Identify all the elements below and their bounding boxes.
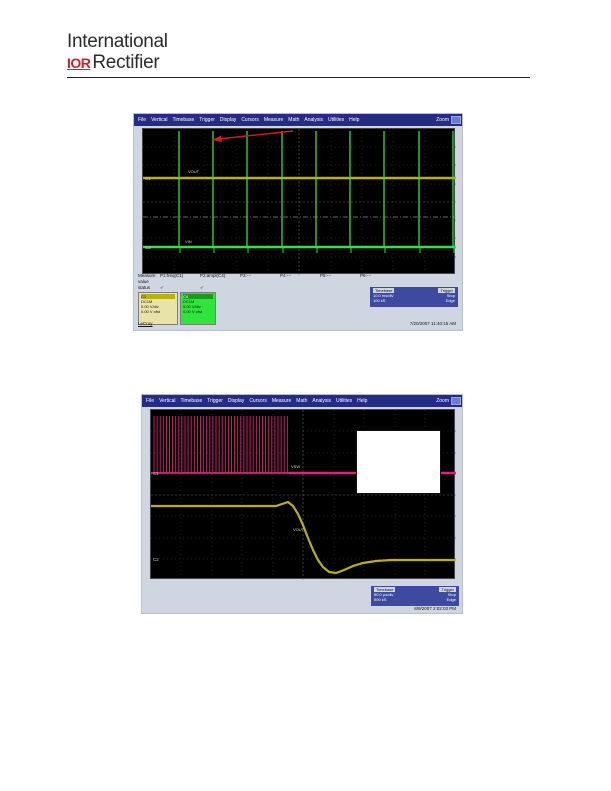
trace-ch2-spikes: [178, 131, 455, 253]
menu-math[interactable]: Math: [296, 398, 308, 404]
trace-label-vsw: VSW: [291, 464, 300, 469]
header-rule: [67, 77, 530, 78]
annotation-arrow: [212, 130, 294, 142]
logo-text-international: International: [67, 31, 168, 52]
scope-menubar-2: File Vertical Timebase Trigger Display C…: [142, 395, 462, 407]
menu-analysis[interactable]: Analysis: [304, 117, 324, 123]
zoom-button[interactable]: [451, 397, 461, 405]
zoom-label[interactable]: Zoom: [436, 398, 449, 404]
menu-timebase[interactable]: Timebase: [172, 117, 195, 123]
menu-trigger[interactable]: Trigger: [199, 117, 215, 123]
trace-ch2-yellow: [151, 500, 456, 575]
menu-display[interactable]: Display: [227, 398, 245, 404]
trace-label-vout: VOUT: [293, 527, 305, 532]
menu-help[interactable]: Help: [349, 117, 360, 123]
logo-text-rectifier: Rectifier: [92, 52, 160, 73]
timebase-trigger-box-1[interactable]: Timebase Trigger 10.0 ms/div Stop 100 kS…: [370, 287, 458, 307]
menu-measure[interactable]: Measure: [271, 398, 292, 404]
scope-waveforms-1: C1 C2 VOUT VIN: [143, 129, 456, 275]
lecroy-logo: LeCroy: [138, 321, 153, 326]
scope-waveforms-2: C1 C2 VSW VOUT: [151, 410, 456, 580]
menu-file[interactable]: File: [138, 117, 147, 123]
menu-analysis[interactable]: Analysis: [312, 398, 332, 404]
timestamp-1: 7/20/2007 11:40:15 AM: [409, 321, 456, 326]
timebase-trigger-box-2[interactable]: Timebase Trigger 50.0 µs/div Stop 500 kS…: [371, 586, 459, 606]
menu-trigger[interactable]: Trigger: [207, 398, 223, 404]
timestamp-2: 8/9/2007 2:02:03 PM: [414, 606, 456, 611]
menu-utilities[interactable]: Utilities: [336, 398, 353, 404]
menu-vertical[interactable]: Vertical: [151, 117, 168, 123]
measure-header-row: Measure P1:freq(C1) P2:ampl(C4) P3:--- P…: [138, 273, 372, 278]
ch2-marker: C2: [153, 557, 159, 562]
menu-measure[interactable]: Measure: [263, 117, 284, 123]
menu-file[interactable]: File: [146, 398, 155, 404]
scope-screenshot-1: File Vertical Timebase Trigger Display C…: [133, 113, 463, 331]
scope-menubar: File Vertical Timebase Trigger Display C…: [134, 114, 462, 126]
zoom-button[interactable]: [451, 116, 461, 124]
ch1-marker: C1: [153, 471, 159, 476]
scope-screenshot-2: File Vertical Timebase Trigger Display C…: [141, 394, 463, 614]
logo-mark-ior: IOR: [67, 55, 91, 71]
measure-status-row: status ✓ ✓: [138, 285, 204, 290]
ch2-marker: C2: [145, 245, 151, 250]
scope-display-1: C1 C2 VOUT VIN: [142, 128, 456, 275]
menu-cursors[interactable]: Cursors: [249, 398, 267, 404]
menu-vertical[interactable]: Vertical: [159, 398, 176, 404]
ir-logo: International IOR Rectifier: [67, 32, 207, 73]
menu-cursors[interactable]: Cursors: [241, 117, 259, 123]
trace-ch1-magenta-pulses: [153, 416, 288, 473]
zoom-label[interactable]: Zoom: [436, 117, 449, 123]
menu-timebase[interactable]: Timebase: [180, 398, 203, 404]
trace-label-vin: VIN: [185, 239, 192, 244]
channel-box-c4[interactable]: C4 DC1M 5.00 V/div 0.00 V ofst: [180, 292, 216, 325]
trace-label-vout: VOUT: [188, 169, 200, 174]
menu-utilities[interactable]: Utilities: [328, 117, 345, 123]
measure-value-row: value: [138, 279, 149, 284]
channel-box-c1[interactable]: C1 DC1M 5.00 V/div 0.00 V ofst: [138, 292, 178, 325]
menu-display[interactable]: Display: [219, 117, 237, 123]
ch1-marker: C1: [145, 176, 151, 181]
menu-help[interactable]: Help: [357, 398, 368, 404]
menu-math[interactable]: Math: [288, 117, 300, 123]
annotation-box: [356, 430, 441, 494]
